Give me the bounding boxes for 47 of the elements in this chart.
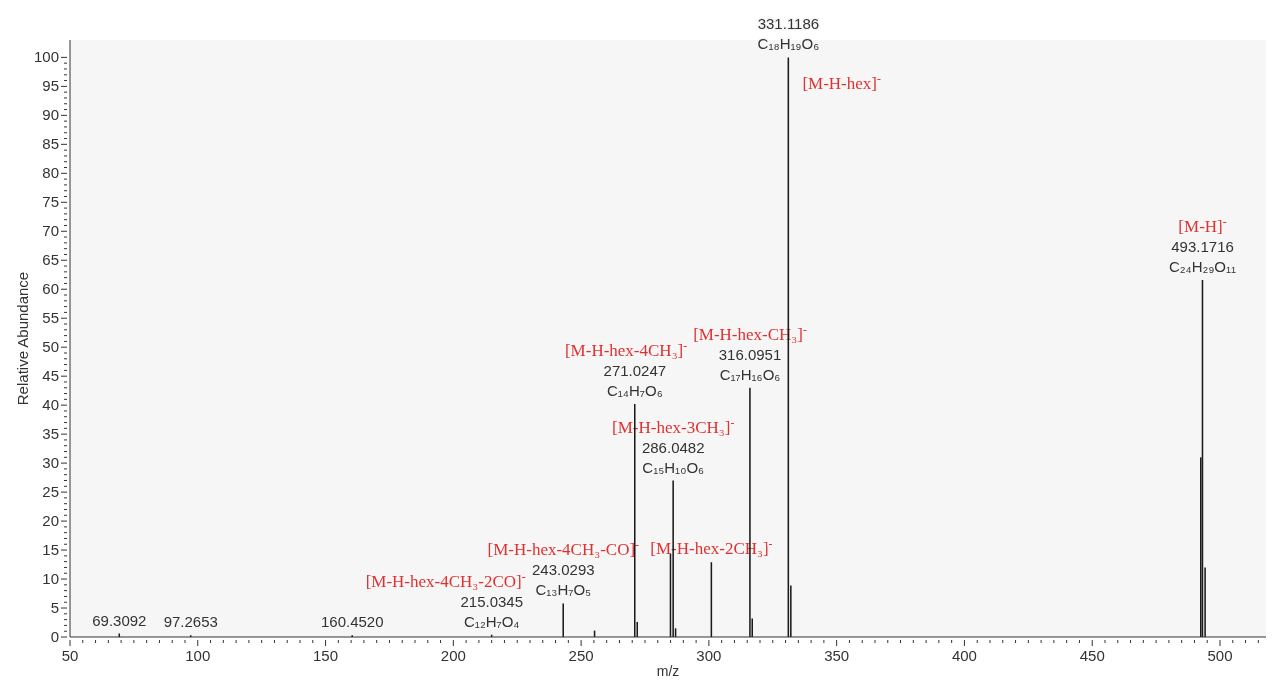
y-tick-label: 45 (42, 367, 59, 385)
x-tick-label: 450 (1079, 647, 1105, 664)
x-tick-label: 150 (313, 647, 339, 664)
y-tick-label: 100 (33, 48, 59, 66)
y-tick-label: 10 (42, 570, 59, 588)
x-tick-label: 100 (185, 647, 211, 664)
annotation: 493.1716 C₂₄H₂₉O₁₁ (1168, 237, 1237, 275)
y-tick-label: 35 (42, 425, 59, 443)
y-tick-label: 75 (42, 193, 59, 211)
y-tick-label: 90 (42, 106, 59, 124)
y-tick-label: 25 (42, 483, 59, 501)
annotation: 69.3092 (92, 611, 147, 629)
annotation: 160.4520 (320, 613, 384, 631)
x-tick-label: 500 (1207, 647, 1233, 664)
annotation: [M-H-hex-4CH₃-2CO]$^{-}$ (365, 568, 526, 591)
y-tick-label: 20 (42, 512, 59, 530)
x-axis-title: m/z (656, 663, 680, 679)
annotation: 286.0482 C₁₅H₁₀O₆ (641, 438, 705, 476)
y-tick-label: 80 (42, 164, 59, 182)
y-tick-label: 55 (42, 309, 59, 327)
x-tick-label: 250 (568, 647, 594, 664)
x-tick-label: 350 (824, 647, 850, 664)
y-tick-label: 70 (42, 222, 59, 240)
y-tick-label: 15 (42, 541, 59, 559)
y-tick-label: 40 (42, 396, 59, 414)
annotation: 243.0293 C₁₃H₇O₅ (532, 561, 595, 599)
y-tick-label: 65 (42, 251, 59, 269)
y-tick-label: 5 (50, 599, 59, 617)
annotation: 271.0247 C₁₄H₇O₆ (603, 362, 667, 399)
y-tick-label: 30 (42, 454, 59, 472)
annotation: 316.0951 C₁₇H₁₆O₆ (718, 345, 782, 383)
x-tick-label: 50 (61, 647, 79, 664)
x-tick-label: 300 (696, 647, 722, 664)
x-tick-label: 400 (951, 647, 977, 664)
annotation: 97.2653 (163, 613, 218, 631)
annotation: 331.1186 C₁₈H₁₉O₆ (757, 15, 820, 53)
annotation: [M-H-hex]$^{-}$ (802, 71, 882, 94)
x-tick-label: 200 (440, 647, 466, 664)
annotation: 215.0345 C₁₂H₇O₄ (460, 592, 524, 630)
y-tick-label: 50 (42, 338, 59, 356)
y-tick-label: 60 (42, 280, 59, 298)
y-axis-title: Relative Abundance (14, 271, 31, 406)
y-tick-label: 95 (42, 77, 59, 95)
y-tick-label: 0 (50, 628, 59, 645)
annotation: [M-H]$^{-}$ (1178, 213, 1227, 236)
annotation: [M-H-hex-4CH₃]$^{-}$ (564, 338, 688, 360)
y-tick-label: 85 (42, 135, 59, 153)
